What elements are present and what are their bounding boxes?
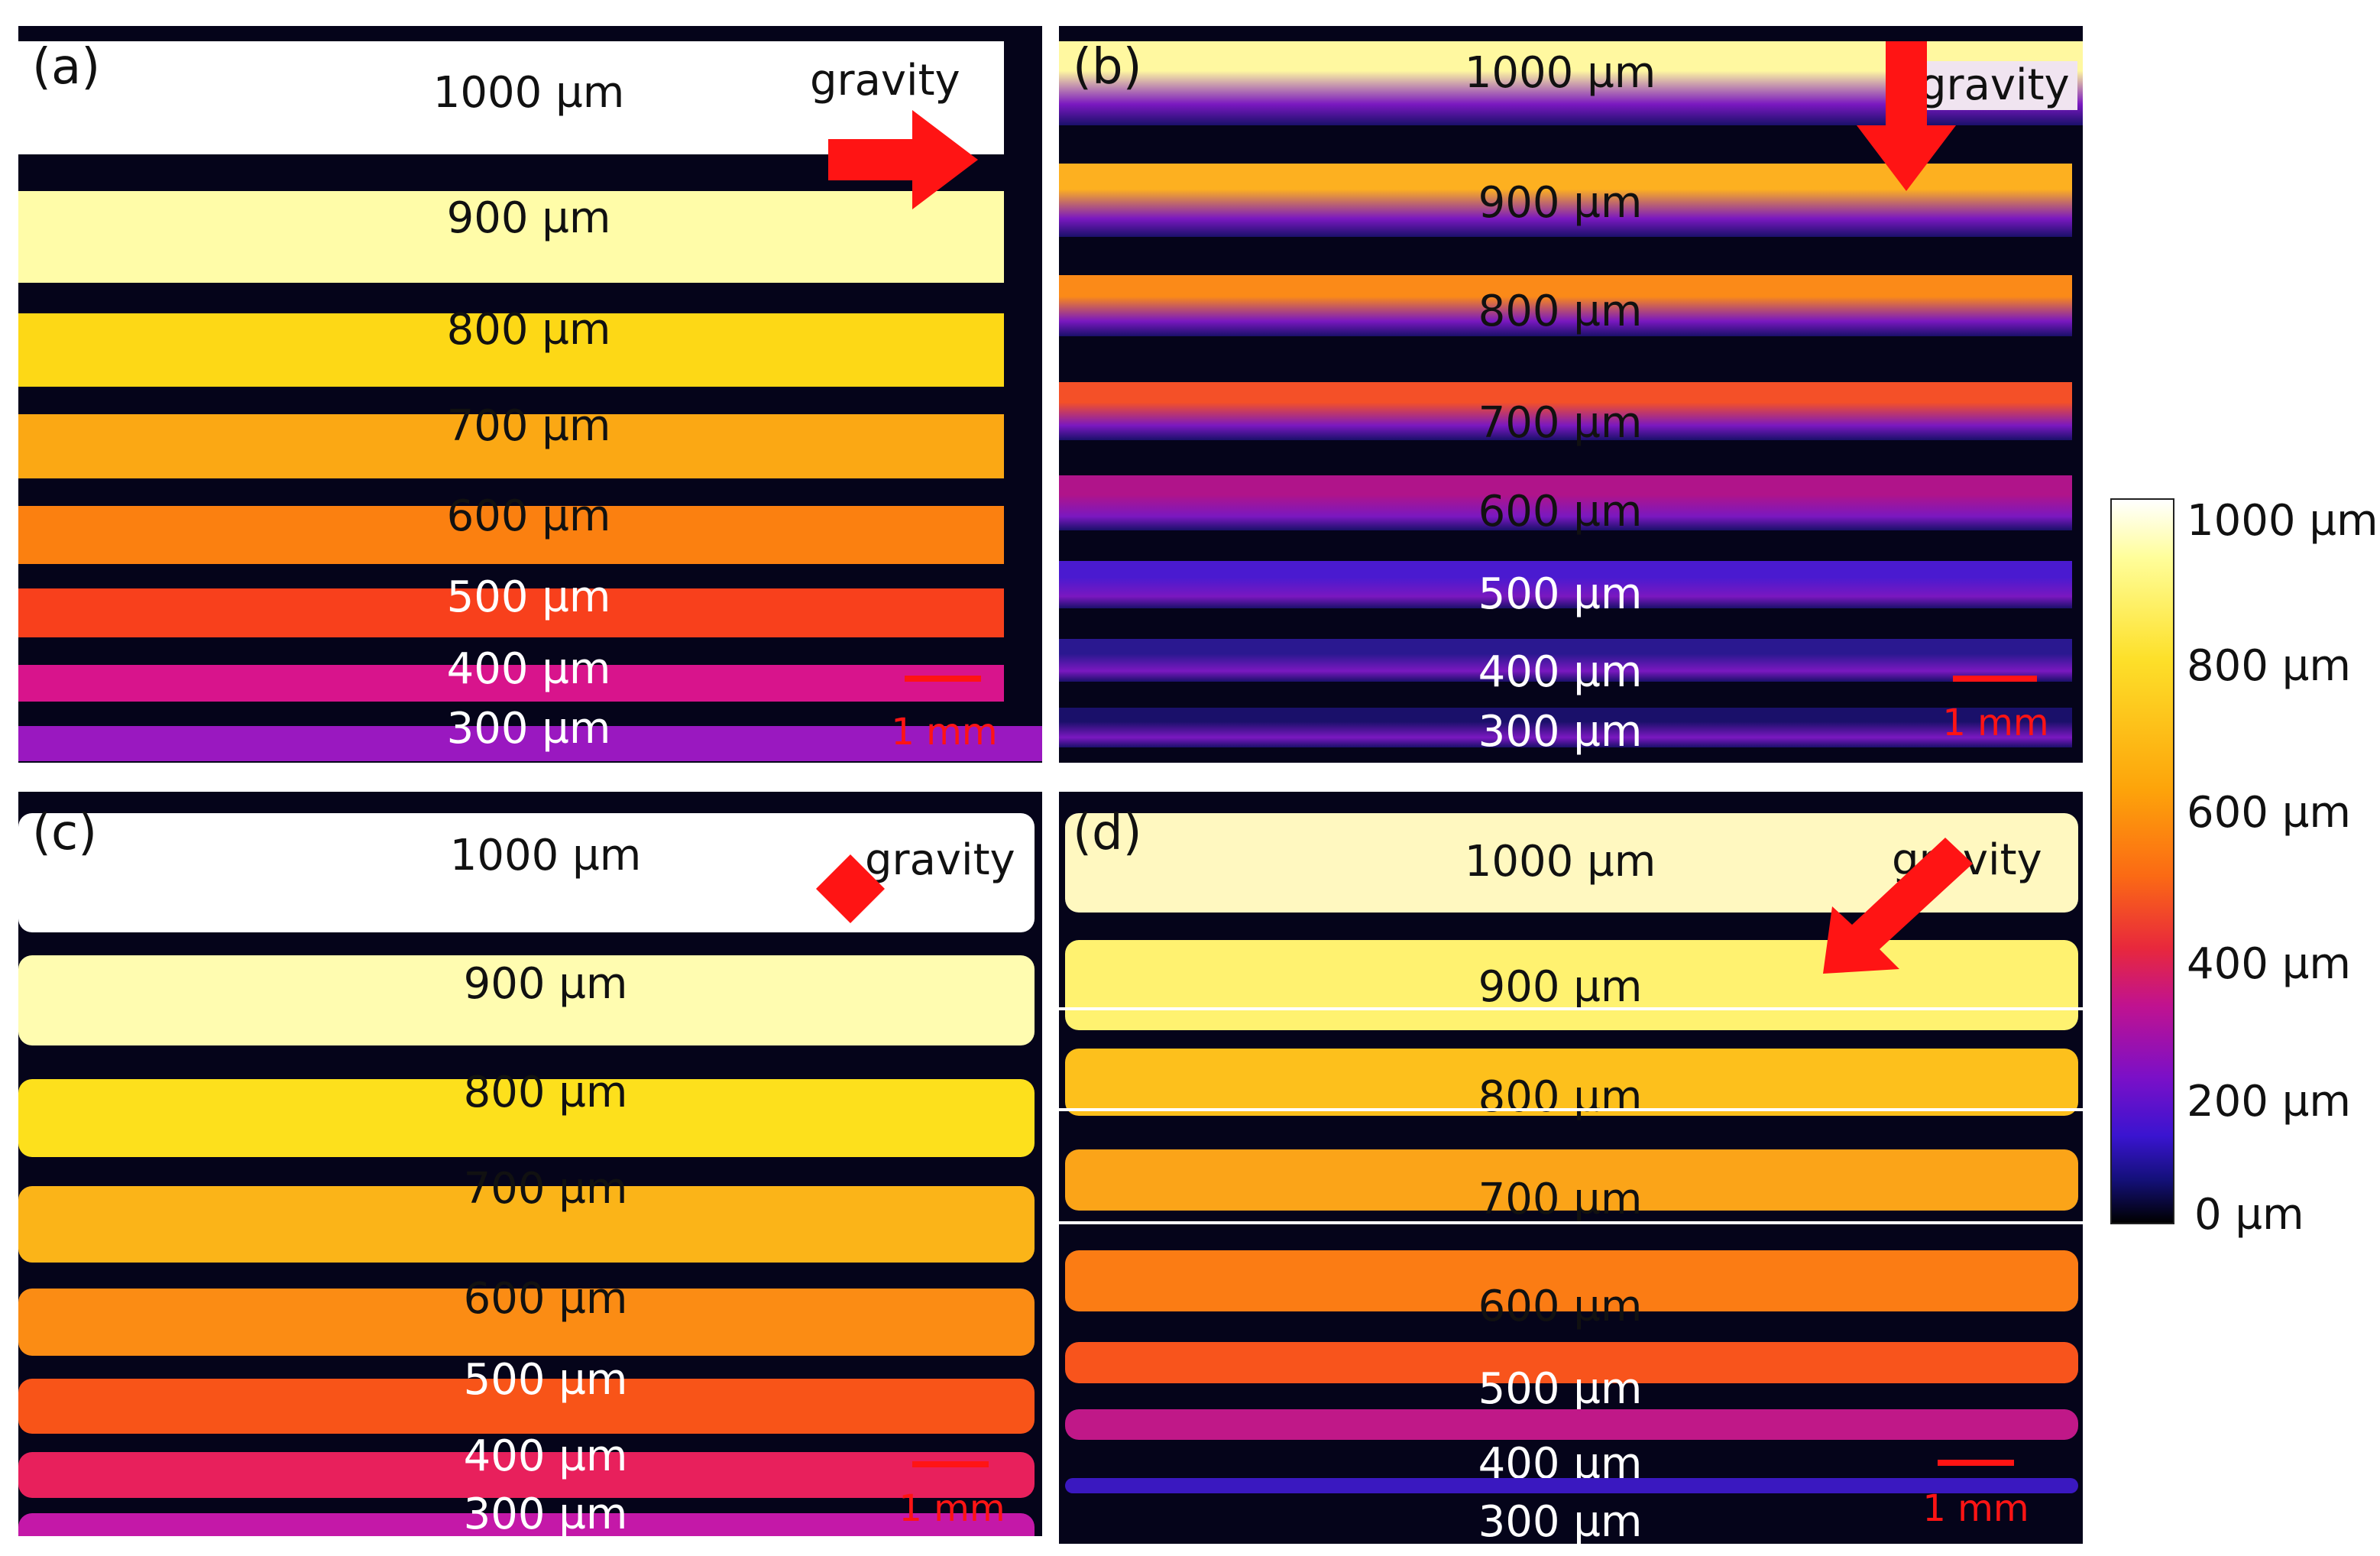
panel-b: 1000 µm 900 µm 800 µm 700 µm 600 µm 500 µm 400… xyxy=(1059,26,2083,763)
panel-divider xyxy=(1059,1221,2083,1224)
thickness-strip xyxy=(18,414,1004,478)
thickness-strip xyxy=(1065,1149,2078,1211)
strip-label: 600 µm xyxy=(1478,487,1643,536)
thickness-strip xyxy=(1059,475,2072,530)
thickness-strip xyxy=(1065,1478,2078,1493)
panel-c: 1000 µm 900 µm 800 µm 700 µm 600 µm 500 µm 400… xyxy=(18,792,1042,1536)
thickness-strip xyxy=(18,1379,1035,1434)
thickness-strip xyxy=(18,41,1004,154)
scale-bar xyxy=(1938,1460,2014,1466)
strip-label: 700 µm xyxy=(446,401,611,451)
scale-bar-label: 1 mm xyxy=(1942,702,2049,744)
strip-label: 400 µm xyxy=(446,644,611,694)
strip-label: 500 µm xyxy=(1478,1364,1643,1414)
thickness-strip xyxy=(1059,561,2072,608)
thickness-strip xyxy=(18,191,1004,283)
thickness-strip xyxy=(18,1513,1035,1536)
thickness-strip xyxy=(18,1289,1035,1356)
scale-bar xyxy=(912,1461,989,1467)
thickness-strip xyxy=(1059,708,2072,747)
scale-bar-label: 1 mm xyxy=(891,711,998,754)
panel-label: (b) xyxy=(1073,39,1142,96)
strip-label: 900 µm xyxy=(1478,962,1643,1012)
gravity-arrow-icon xyxy=(816,854,885,923)
strip-label: 300 µm xyxy=(1478,1497,1643,1544)
gravity-arrow-icon xyxy=(1823,838,1973,974)
scale-bar xyxy=(1953,676,2037,682)
strip-label: 500 µm xyxy=(446,572,611,622)
panel-a: 1000 µm 900 µm 800 µm 700 µm 600 µm 500 µm 400… xyxy=(18,26,1042,763)
thickness-strip xyxy=(1065,1250,2078,1311)
strip-label: 900 µm xyxy=(1478,178,1643,228)
strip-label: 1000 µm xyxy=(432,68,625,118)
thickness-strip xyxy=(1059,639,2072,682)
thickness-strip xyxy=(18,726,1042,761)
strip-label: 400 µm xyxy=(463,1431,628,1481)
scale-bar-label: 1 mm xyxy=(899,1487,1005,1530)
strip-label: 600 µm xyxy=(446,491,611,541)
strip-label: 900 µm xyxy=(446,193,611,243)
strip-label: 700 µm xyxy=(1478,1175,1643,1224)
strip-label: 400 µm xyxy=(1478,647,1643,697)
strip-label: 300 µm xyxy=(1478,707,1643,757)
panel-divider xyxy=(1059,1007,2083,1010)
colorbar-tick: 0 µm xyxy=(2194,1190,2304,1240)
panel-divider xyxy=(1059,1108,2083,1111)
thickness-strip xyxy=(1059,275,2072,336)
strip-label: 1000 µm xyxy=(449,831,642,880)
colorbar-tick: 200 µm xyxy=(2187,1077,2351,1126)
thickness-strip xyxy=(1065,940,2078,1030)
thickness-strip xyxy=(18,1452,1035,1498)
thickness-strip xyxy=(18,665,1004,702)
strip-label: 300 µm xyxy=(463,1490,628,1536)
strip-label: 700 µm xyxy=(1478,398,1643,448)
strip-label: 500 µm xyxy=(463,1355,628,1405)
strip-label: 800 µm xyxy=(446,305,611,355)
colorbar-tick: 600 µm xyxy=(2187,788,2351,838)
colorbar-tick: 800 µm xyxy=(2187,641,2351,691)
thickness-strip xyxy=(1065,1409,2078,1440)
thickness-strip xyxy=(18,506,1004,564)
strip-label: 800 µm xyxy=(1478,1072,1643,1122)
colorbar xyxy=(2110,498,2174,1224)
panel-label: (c) xyxy=(32,805,98,861)
strip-label: 1000 µm xyxy=(1464,48,1656,98)
gravity-label: gravity xyxy=(865,835,1015,885)
strip-label: 600 µm xyxy=(1478,1282,1643,1331)
thickness-strip xyxy=(18,955,1035,1045)
thickness-strip xyxy=(1065,1049,2078,1116)
thickness-strip xyxy=(18,313,1004,387)
thickness-strip xyxy=(18,588,1004,637)
colorbar-tick: 1000 µm xyxy=(2187,496,2378,546)
strip-label: 700 µm xyxy=(463,1164,628,1214)
colorbar-tick: 400 µm xyxy=(2187,939,2351,989)
gravity-arrow-icon xyxy=(828,110,978,209)
thickness-strip xyxy=(18,1079,1035,1157)
thickness-strip xyxy=(18,1186,1035,1263)
gravity-label: gravity xyxy=(810,56,960,105)
strip-label: 1000 µm xyxy=(1464,837,1656,887)
gravity-label: gravity xyxy=(1912,61,2077,110)
thickness-strip xyxy=(1059,382,2072,440)
strip-label: 600 µm xyxy=(463,1274,628,1324)
strip-label: 900 µm xyxy=(463,959,628,1009)
scale-bar-label: 1 mm xyxy=(1922,1487,2029,1530)
strip-label: 800 µm xyxy=(463,1068,628,1117)
scale-bar xyxy=(905,676,981,682)
strip-label: 800 µm xyxy=(1478,287,1643,336)
panel-label: (d) xyxy=(1073,805,1142,861)
thickness-strip xyxy=(1065,1342,2078,1383)
strip-label: 300 µm xyxy=(446,704,611,754)
strip-label: 500 µm xyxy=(1478,569,1643,619)
gravity-arrow-icon xyxy=(1857,41,1956,191)
panel-label: (a) xyxy=(32,39,101,96)
panel-d: 1000 µm 900 µm 800 µm 700 µm 600 µm 500 µm 400… xyxy=(1059,792,2083,1544)
